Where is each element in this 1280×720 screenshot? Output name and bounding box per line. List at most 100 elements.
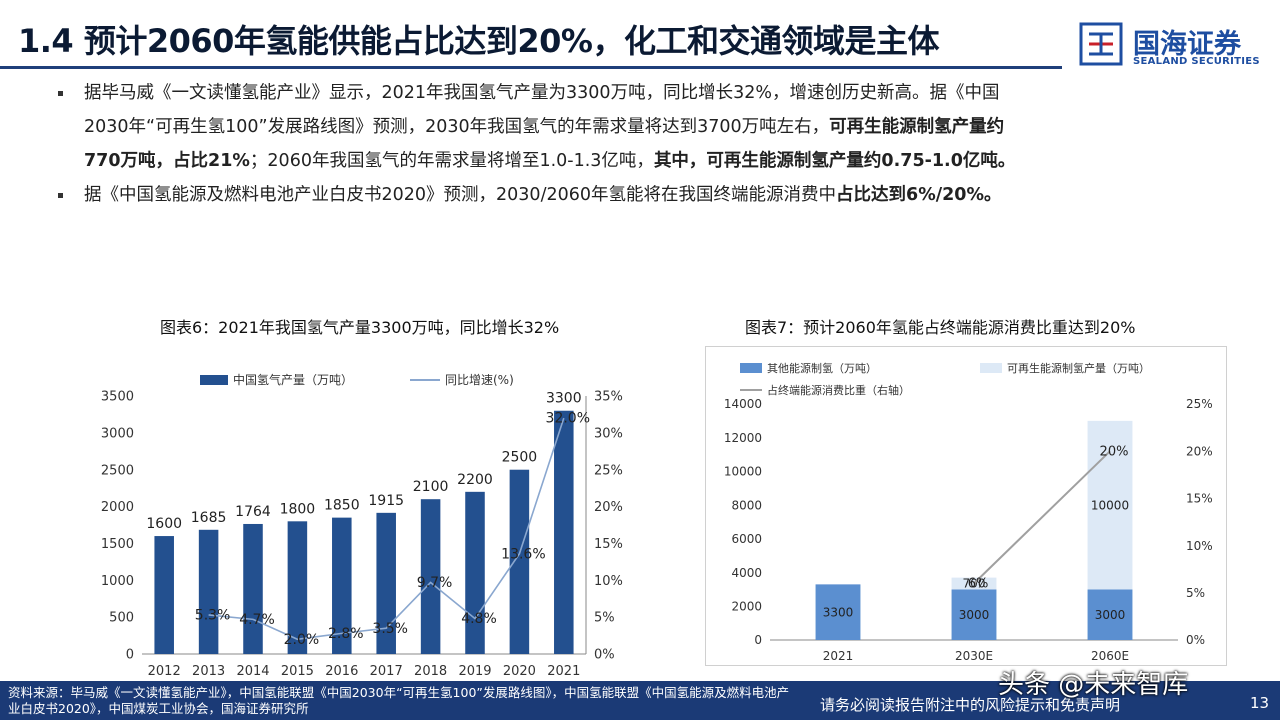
bar-value-label: 3300 [823,605,854,619]
footer-bar [0,681,1280,720]
y2-tick-label: 10% [1186,539,1213,553]
series-line [208,417,565,641]
x-tick-label: 2021 [547,664,580,679]
page-title: 1.4 预计2060年氢能供能占比达到20%，化工和交通领域是主体 [18,22,940,60]
bullet-text: 2030年“可再生氢100”发展路线图》预测，2030年我国氢气的年需求量将达到… [84,117,830,137]
bar [1087,420,1133,590]
y-tick-label: 10000 [724,465,762,479]
x-tick-label: 2014 [236,664,269,679]
y2-tick-label: 25% [594,463,623,478]
logo-chinese-name: 国海证券 [1133,29,1241,60]
bar-value-label: 2100 [413,479,449,495]
y-tick-label: 1500 [101,537,134,552]
bullet-energy-share: 据《中国氢能源及燃料电池产业白皮书2020》预测，2030/2060年氢能将在我… [52,178,1232,212]
bar [951,577,997,590]
bar [287,521,308,654]
x-tick-label: 2018 [414,664,447,679]
line-value-label: 13.6% [501,546,545,562]
line-value-label: 2.8% [328,626,364,642]
legend-label: 同比增速(%) [445,373,514,387]
y-tick-label: 3500 [101,390,134,405]
bar [154,536,174,654]
bar [951,589,997,640]
bar [465,491,485,654]
y2-tick-label: 15% [594,537,623,552]
y-tick-label: 3000 [101,426,134,441]
line-value-label: 5.3% [195,607,231,623]
line-value-label: 6% [968,577,989,592]
bar-value-label: 700 [963,577,986,591]
y-tick-label: 8000 [731,498,762,512]
chart6-caption: 图表6：2021年我国氢气产量3300万吨，同比增长32% [160,318,560,337]
series-line [973,450,1111,585]
bar [332,517,352,654]
hydrogen-energy-share-chart: 0 2000 4000 6000 8000 10000 12000 14000 0% 5% 10% 1… [724,361,1213,662]
y-tick-label: 14000 [724,397,762,411]
y-tick-label: 500 [109,611,134,626]
y-tick-label: 0 [754,633,762,647]
bar [243,523,263,654]
chart7-frame [705,346,1227,666]
y2-tick-label: 10% [594,574,623,589]
y-tick-label: 12000 [724,431,762,445]
bar [420,499,441,654]
y-tick-label: 6000 [731,532,762,546]
bar-value-label: 1764 [235,504,271,520]
y2-tick-label: 0% [1186,633,1205,647]
bar-value-label: 1850 [324,498,360,514]
y2-tick-label: 35% [594,390,623,405]
x-tick-label: 2012 [148,664,181,679]
line-value-label: 2.0% [284,632,320,648]
x-tick-label: 2030E [955,649,993,662]
legend-swatch [200,375,228,385]
y-tick-label: 2000 [731,599,762,613]
y-tick-label: 1000 [101,574,134,589]
bar-value-label: 1685 [191,510,227,526]
bullet-hydrogen-output: 据毕马威《一文读懂氢能产业》显示，2021年我国氢气产量为3300万吨，同比增长… [52,76,1232,178]
legend-label: 中国氢气产量（万吨） [233,372,353,387]
y-tick-label: 2000 [101,500,134,515]
watermark: 头条 @未来智库 [998,670,1189,700]
x-tick-label: 2019 [458,664,491,679]
y2-tick-label: 20% [1186,444,1213,458]
bullet-marker-icon [58,193,63,198]
x-tick-label: 2020 [503,664,536,679]
bar-value-label: 2500 [502,450,538,466]
bar-value-label: 10000 [1091,498,1129,512]
bullet-text: 据毕马威《一文读懂氢能产业》显示，2021年我国氢气产量为3300万吨，同比增长… [84,83,1000,103]
x-tick-label: 2060E [1091,649,1129,662]
source-note: 资料来源：毕马威《一文读懂氢能产业》，中国氢能联盟《中国2030年“可再生氢10… [8,685,790,716]
line-value-label: 20% [1100,444,1129,459]
bar [554,410,574,654]
logo-mark-icon [1079,22,1123,66]
bar-value-label: 3000 [959,608,990,622]
line-value-label: 4.8% [461,611,497,627]
y2-tick-label: 15% [1186,492,1213,506]
bullet-text-bold: 770万吨，占比21% [84,151,250,171]
y-tick-label: 0 [126,648,134,663]
hydrogen-production-chart: 0 500 1000 1500 2000 2500 3000 3500 0% 5% 10% 15% 20… [101,372,623,679]
page-number: 13 [1250,694,1270,712]
bar [376,512,396,654]
bar [198,529,219,654]
x-tick-label: 2013 [192,664,225,679]
y2-tick-label: 20% [594,500,623,515]
line-value-label: 3.5% [372,621,408,637]
y-tick-label: 4000 [731,566,762,580]
legend-label: 其他能源制氢（万吨） [767,361,877,375]
bar-value-label: 1800 [280,501,316,517]
bullet-text: ；2060年我国氢气的年需求量将增至1.0-1.3亿吨， [249,151,654,171]
line-value-label: 9.7% [417,575,453,591]
line-value-label: 32.0% [546,411,590,427]
bullet-text-bold: 其中，可再生能源制氢产量约0.75-1.0亿吨。 [653,151,1016,171]
y2-tick-label: 0% [594,648,615,663]
y2-tick-label: 25% [1186,397,1213,411]
bar [1087,589,1133,640]
bar [815,584,861,640]
x-tick-label: 2017 [370,664,403,679]
y-tick-label: 2500 [101,463,134,478]
legend-swatch [980,363,1002,373]
y2-tick-label: 5% [594,611,615,626]
legend-swatch [740,363,762,373]
bullet-marker-icon [58,91,63,96]
